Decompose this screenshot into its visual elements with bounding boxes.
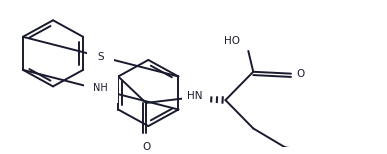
Text: HO: HO — [224, 36, 240, 46]
Text: HN: HN — [187, 91, 202, 101]
Text: NH: NH — [93, 83, 108, 93]
Text: O: O — [296, 69, 304, 79]
Text: S: S — [98, 52, 104, 62]
Text: O: O — [142, 142, 150, 152]
